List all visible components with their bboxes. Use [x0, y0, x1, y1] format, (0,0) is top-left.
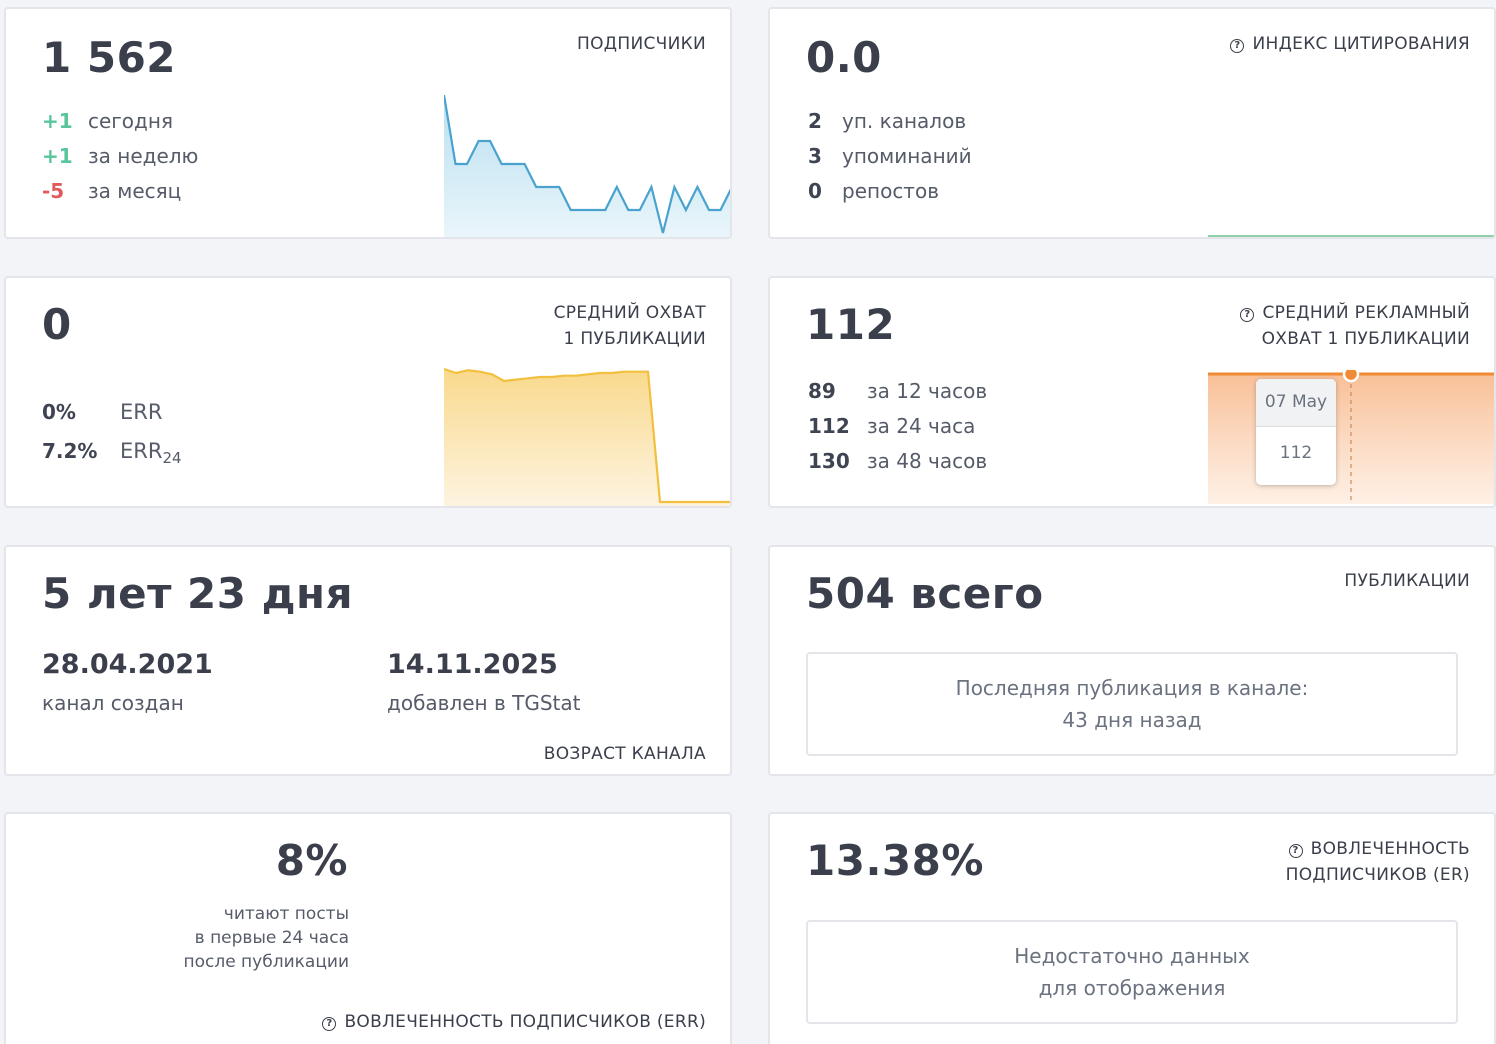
- err24-row: 7.2% ERR24: [42, 439, 182, 468]
- citation-channels: 2 уп. каналов: [808, 109, 967, 133]
- created-date: 28.04.2021: [42, 649, 213, 680]
- subscribers-week: +1 за неделю: [42, 144, 199, 168]
- err-description: читают посты в первые 24 часа после публ…: [183, 904, 349, 972]
- reach-title: СРЕДНИЙ ОХВАТ 1 ПУБЛИКАЦИИ: [553, 303, 706, 349]
- help-icon[interactable]: ?: [1230, 39, 1245, 53]
- ad-reach-sparkline[interactable]: [1208, 370, 1496, 504]
- sparkline-line: [444, 367, 730, 504]
- err-title: ? ВОВЛЕЧЕННОСТЬ ПОДПИСЧИКОВ (ERR): [322, 1009, 706, 1035]
- created-label: канал создан: [42, 691, 184, 715]
- ad-reach-48h: 130 за 48 часов: [808, 449, 988, 473]
- added-label: добавлен в TGStat: [387, 691, 581, 715]
- publications-card[interactable]: 504 всего ПУБЛИКАЦИИ Последняя публикаци…: [768, 545, 1496, 776]
- er-title: ? ВОВЛЕЧЕННОСТЬ ПОДПИСЧИКОВ (ER): [1285, 839, 1470, 885]
- help-icon[interactable]: ?: [1288, 844, 1303, 858]
- citation-card[interactable]: 0.0 ? ИНДЕКС ЦИТИРОВАНИЯ 2 уп. каналов 3 …: [768, 7, 1496, 239]
- err-value: 8%: [275, 836, 348, 885]
- added-date: 14.11.2025: [387, 649, 558, 680]
- subscribers-card[interactable]: 1 562 ПОДПИСЧИКИ +1 сегодня +1 за неделю…: [4, 7, 732, 239]
- tooltip-value: 112: [1279, 443, 1313, 463]
- citation-mentions: 3 упоминаний: [808, 144, 972, 168]
- sparkline-area: [444, 369, 730, 506]
- reach-sparkline[interactable]: [444, 363, 732, 508]
- er-card[interactable]: 13.38% ? ВОВЛЕЧЕННОСТЬ ПОДПИСЧИКОВ (ER) Н…: [768, 812, 1496, 1044]
- sparkline-area: [444, 95, 730, 237]
- subscribers-month: -5 за месяц: [42, 179, 182, 203]
- citation-index-value: 0.0: [806, 33, 882, 82]
- citation-reposts: 0 репостов: [808, 179, 939, 203]
- publications-title: ПУБЛИКАЦИИ: [1344, 571, 1470, 591]
- subscribers-today: +1 сегодня: [42, 109, 173, 133]
- sparkline-line: [444, 94, 730, 234]
- help-icon[interactable]: ?: [1240, 308, 1255, 322]
- citation-sparkline[interactable]: [1208, 229, 1496, 239]
- er-value: 13.38%: [806, 836, 984, 885]
- subscribers-title: ПОДПИСЧИКИ: [577, 34, 706, 54]
- ad-reach-title: ? СРЕДНИЙ РЕКЛАМНЫЙ ОХВАТ 1 ПУБЛИКАЦИИ: [1240, 300, 1470, 352]
- subscribers-count: 1 562: [42, 33, 177, 82]
- err-card[interactable]: 8% читают посты в первые 24 часа после п…: [4, 812, 732, 1044]
- reach-value: 0: [42, 300, 72, 349]
- no-data-box: Недостаточно данных для отображения: [806, 920, 1458, 1024]
- ad-reach-value: 112: [806, 300, 896, 349]
- publications-total: 504 всего: [806, 569, 1044, 618]
- tooltip-date: 07 May: [1256, 379, 1336, 427]
- ad-reach-tooltip: 07 May 112: [1256, 379, 1336, 485]
- last-publication-box: Последняя публикация в канале: 43 дня на…: [806, 652, 1458, 756]
- ad-reach-card[interactable]: 112 ? СРЕДНИЙ РЕКЛАМНЫЙ ОХВАТ 1 ПУБЛИКАЦИ…: [768, 276, 1496, 508]
- channel-age: 5 лет 23 дня: [42, 569, 354, 618]
- err-row: 0% ERR: [42, 400, 163, 424]
- ad-reach-12h: 89 за 12 часов: [808, 379, 988, 403]
- age-card[interactable]: 5 лет 23 дня 28.04.2021 канал создан 14.…: [4, 545, 732, 776]
- help-icon[interactable]: ?: [322, 1017, 337, 1031]
- age-title: ВОЗРАСТ КАНАЛА: [543, 744, 706, 764]
- ad-reach-24h: 112 за 24 часа: [808, 414, 976, 438]
- subscribers-sparkline[interactable]: [444, 89, 732, 239]
- reach-card[interactable]: 0 СРЕДНИЙ ОХВАТ 1 ПУБЛИКАЦИИ 0% ERR 7.2%…: [4, 276, 732, 508]
- citation-title: ? ИНДЕКС ЦИТИРОВАНИЯ: [1230, 31, 1470, 57]
